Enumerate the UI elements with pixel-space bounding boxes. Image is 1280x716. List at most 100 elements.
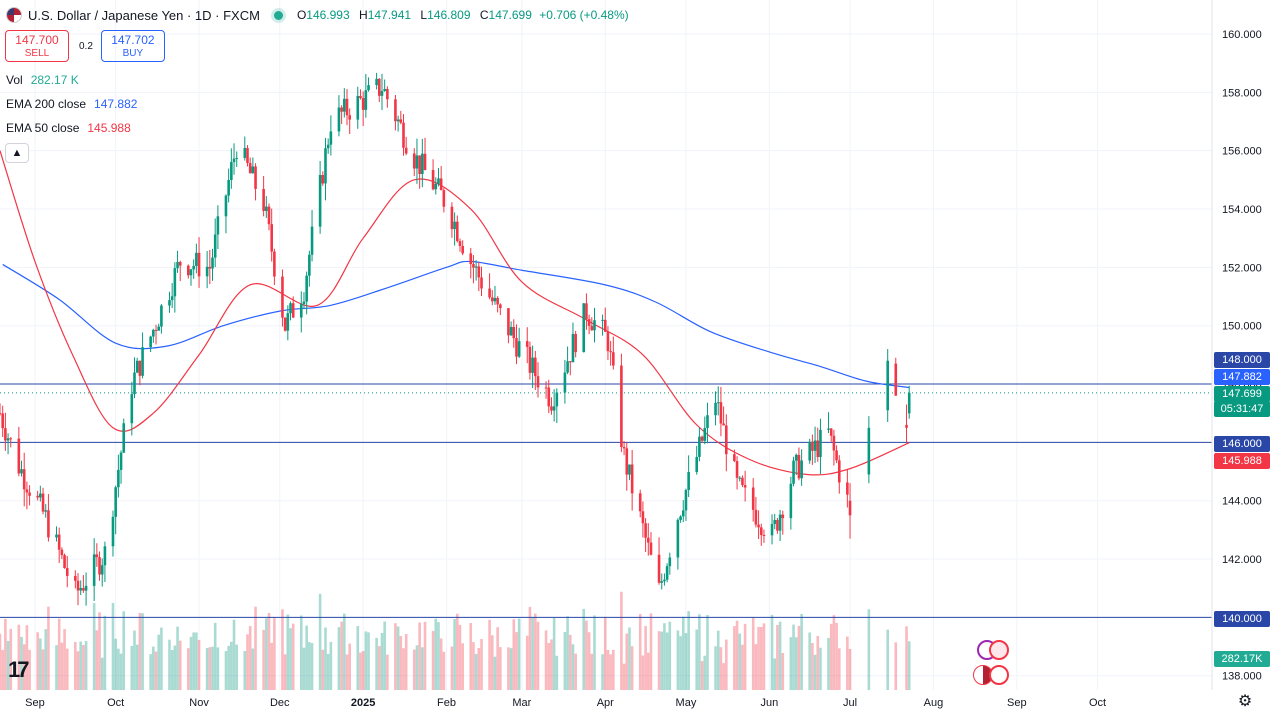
candle-body <box>114 487 117 517</box>
volume-bar <box>60 642 64 690</box>
volume-bar <box>375 637 378 690</box>
sell-button[interactable]: 147.700 SELL <box>5 30 69 62</box>
candle-body <box>512 326 516 339</box>
volume-bar <box>286 614 290 690</box>
volume-bar <box>262 629 265 690</box>
candle-body <box>808 441 811 461</box>
candle-body <box>837 460 841 483</box>
volume-bar <box>472 642 475 690</box>
candle-body <box>348 115 351 120</box>
symbol-title[interactable]: U.S. Dollar / Japanese Yen · 1D · FXCM <box>28 7 260 23</box>
volume-bar <box>267 612 271 690</box>
change-value: +0.706 (+0.48%) <box>539 8 629 22</box>
candle-body <box>318 175 322 227</box>
candle-body <box>716 402 720 404</box>
candle-body <box>402 122 405 148</box>
candle-body <box>700 436 704 441</box>
level-140-tag: 140.000 <box>1214 611 1270 627</box>
candle-body <box>270 224 273 252</box>
volume-tag: 282.17K <box>1214 651 1270 667</box>
volume-bar <box>751 617 755 690</box>
volume-bar <box>273 617 276 690</box>
volume-bar <box>246 634 249 690</box>
open-value: 146.993 <box>306 8 350 22</box>
candle-body <box>835 450 838 461</box>
volume-bar <box>571 644 575 690</box>
candle-body <box>262 188 265 211</box>
candle-body <box>254 166 257 189</box>
candle-body <box>98 557 101 575</box>
volume-bar <box>160 627 163 690</box>
volume-bar <box>606 649 610 690</box>
volume-bar <box>641 655 645 690</box>
candle-body <box>813 440 817 451</box>
candle-body <box>364 90 368 110</box>
volume-bar <box>477 648 481 690</box>
ema200-legend[interactable]: EMA 200 close 147.882 <box>6 97 137 111</box>
collapse-legend-button[interactable]: ▲ <box>5 143 29 163</box>
time-tick-label: Sep <box>1007 697 1027 709</box>
volume-bar <box>289 628 292 690</box>
time-tick-label: Aug <box>924 697 944 709</box>
settings-gear-icon[interactable]: ⚙ <box>1237 693 1253 710</box>
level-146-tag: 146.000 <box>1214 436 1270 452</box>
volume-bar <box>819 647 822 690</box>
candle-body <box>84 585 88 591</box>
volume-bar <box>716 630 720 690</box>
moving-averages <box>0 150 910 476</box>
volume-bar <box>399 636 403 690</box>
volume-bar <box>402 648 405 690</box>
candle-body <box>273 251 276 277</box>
volume-bar <box>741 644 744 690</box>
price-tick-label: 144.000 <box>1222 496 1262 508</box>
volume-bar <box>649 613 653 690</box>
volume-legend-label: Vol <box>6 73 23 87</box>
volume-bar <box>421 647 424 690</box>
price-tick-label: 152.000 <box>1222 262 1262 274</box>
volume-bar <box>197 639 201 690</box>
volume-bar <box>230 641 233 690</box>
price-tick-label: 158.000 <box>1222 87 1262 99</box>
buy-button[interactable]: 147.702 BUY <box>100 30 165 62</box>
volume-bar <box>593 615 596 690</box>
candle-body <box>827 428 830 430</box>
candle-body <box>224 195 228 217</box>
volume-legend-value: 282.17 K <box>30 73 79 87</box>
candle-body <box>517 341 521 357</box>
volume-bar <box>657 631 661 690</box>
candle-body <box>603 319 607 332</box>
ema50-legend[interactable]: EMA 50 close 145.988 <box>6 121 131 135</box>
candle-body <box>431 170 435 190</box>
volume-legend[interactable]: Vol 282.17 K <box>6 73 79 87</box>
candle-body <box>415 155 419 169</box>
event-more-icon[interactable] <box>989 665 1009 685</box>
candle-body <box>138 360 142 376</box>
price-tick-label: 142.000 <box>1222 554 1262 566</box>
candle-body <box>480 277 483 289</box>
volume-bar <box>719 647 723 690</box>
candle-body <box>289 303 292 314</box>
candle-body <box>622 446 626 449</box>
candle-body <box>437 178 440 184</box>
market-open-icon <box>273 10 283 20</box>
low-label: L <box>420 8 428 22</box>
event-flag-icon[interactable] <box>989 640 1009 660</box>
volume-bar <box>525 635 529 690</box>
volume-bar <box>423 621 427 690</box>
candle-body <box>63 555 66 568</box>
volume-bar <box>92 603 96 690</box>
candle-body <box>377 78 381 96</box>
volume-bar <box>283 654 287 690</box>
candle-body <box>609 351 612 353</box>
candle-body <box>1 413 4 429</box>
volume-bar <box>6 640 10 690</box>
volume-bar <box>227 645 230 690</box>
candle-body <box>800 460 803 479</box>
ema200-legend-value: 147.882 <box>94 97 138 111</box>
volume-bar <box>700 661 704 690</box>
volume-bar <box>340 621 343 690</box>
volume-bar <box>757 626 760 690</box>
time-tick-label: Mar <box>512 697 531 709</box>
candle-body <box>375 78 378 86</box>
